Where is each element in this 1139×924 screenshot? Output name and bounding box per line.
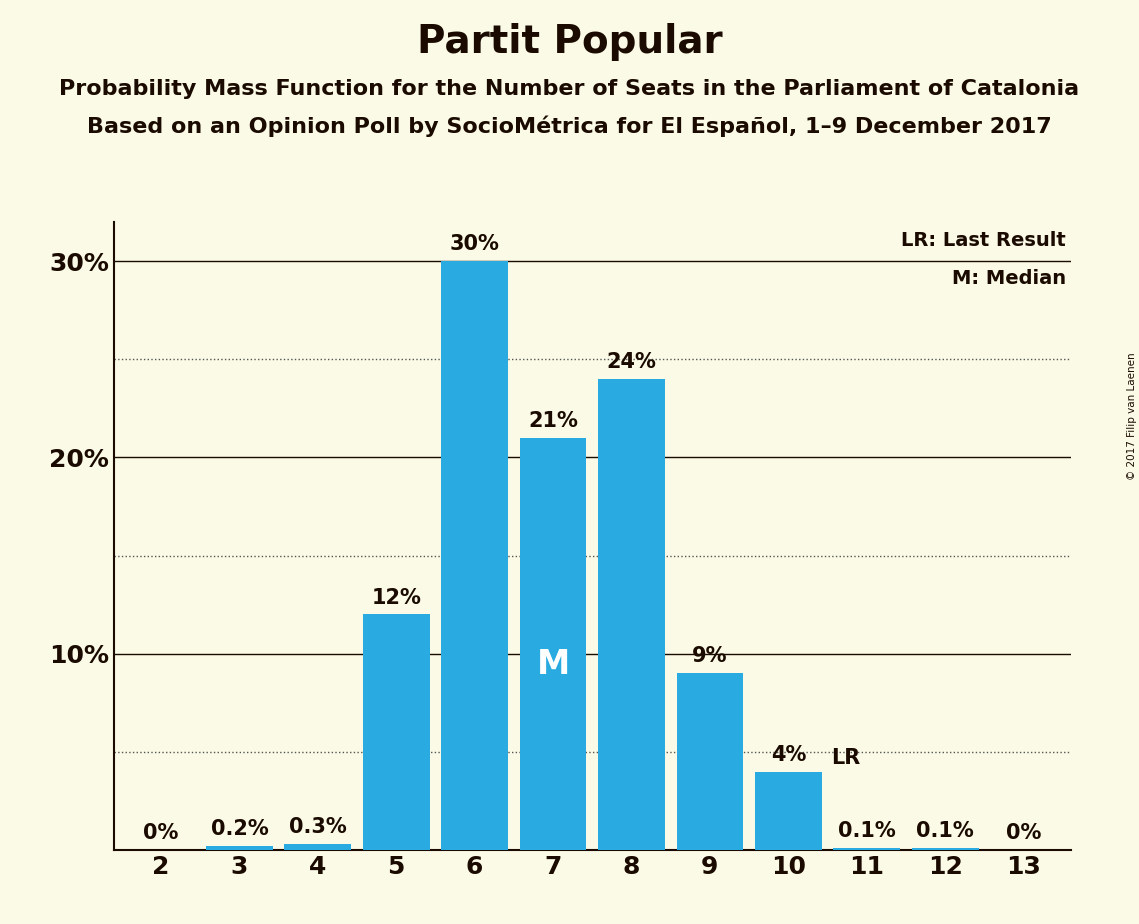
Text: Partit Popular: Partit Popular <box>417 23 722 61</box>
Text: 4%: 4% <box>771 745 806 765</box>
Text: Probability Mass Function for the Number of Seats in the Parliament of Catalonia: Probability Mass Function for the Number… <box>59 79 1080 99</box>
Bar <box>519 438 587 850</box>
Text: © 2017 Filip van Laenen: © 2017 Filip van Laenen <box>1126 352 1137 480</box>
Text: Based on an Opinion Poll by SocioMétrica for El Español, 1–9 December 2017: Based on an Opinion Poll by SocioMétrica… <box>87 116 1052 137</box>
Text: 12%: 12% <box>371 588 421 608</box>
Text: M: Median: M: Median <box>952 269 1066 288</box>
Bar <box>285 845 351 850</box>
Text: 9%: 9% <box>693 647 728 666</box>
Text: 21%: 21% <box>528 411 577 431</box>
Bar <box>912 848 978 850</box>
Bar <box>363 614 429 850</box>
Text: 30%: 30% <box>450 234 500 254</box>
Text: 0.3%: 0.3% <box>289 818 346 837</box>
Bar <box>834 848 900 850</box>
Text: LR: Last Result: LR: Last Result <box>901 231 1066 250</box>
Bar <box>598 379 665 850</box>
Bar <box>677 674 744 850</box>
Text: 24%: 24% <box>607 352 656 372</box>
Text: 0.1%: 0.1% <box>916 821 974 841</box>
Text: M: M <box>536 648 570 681</box>
Bar <box>206 846 272 850</box>
Text: 0.2%: 0.2% <box>211 820 269 839</box>
Text: 0%: 0% <box>144 823 179 844</box>
Text: LR: LR <box>831 748 861 768</box>
Bar <box>441 261 508 850</box>
Bar <box>755 772 821 850</box>
Text: 0%: 0% <box>1006 823 1041 844</box>
Text: 0.1%: 0.1% <box>838 821 895 841</box>
